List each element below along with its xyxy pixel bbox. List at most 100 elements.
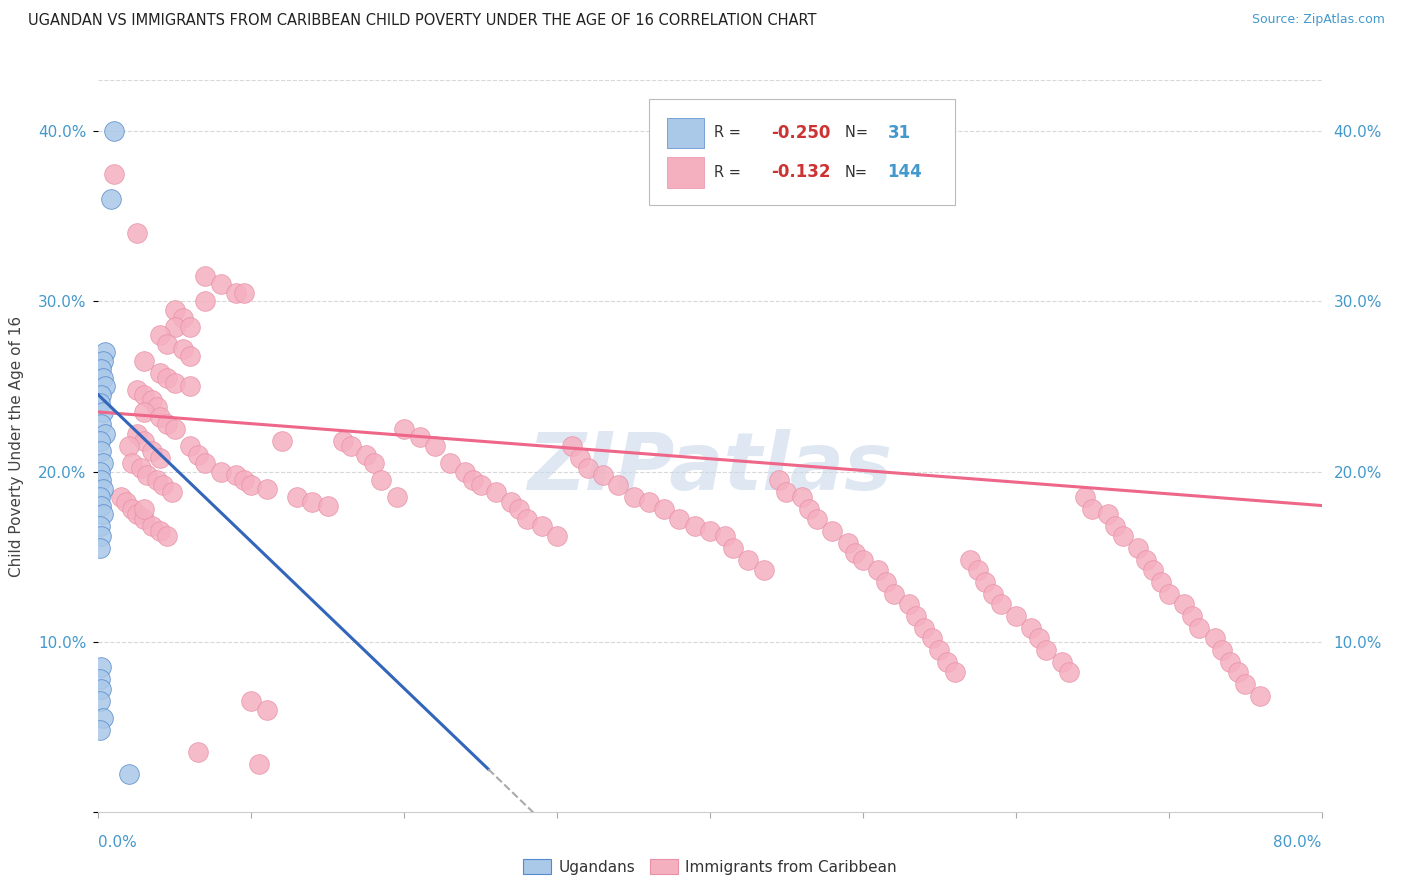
Point: [240, 694, 263, 708]
Point: [354, 448, 377, 462]
Point: [1181, 609, 1204, 624]
Point: [90, 529, 112, 543]
Point: [134, 405, 156, 419]
Point: [721, 541, 744, 555]
Point: [1142, 563, 1164, 577]
Point: [454, 465, 477, 479]
Point: [569, 450, 592, 465]
Point: [256, 703, 278, 717]
Point: [91, 711, 114, 725]
Point: [90, 499, 112, 513]
Point: [1150, 575, 1173, 590]
Point: [852, 553, 875, 567]
Point: [1104, 519, 1126, 533]
Point: [546, 529, 568, 543]
Point: [134, 354, 156, 368]
Point: [768, 473, 790, 487]
Point: [121, 502, 143, 516]
Point: [89, 672, 111, 686]
Text: -0.132: -0.132: [772, 163, 831, 181]
Point: [121, 456, 143, 470]
Point: [408, 430, 430, 444]
Point: [668, 512, 690, 526]
Point: [103, 167, 125, 181]
Text: ZIPatlas: ZIPatlas: [527, 429, 893, 507]
Point: [607, 478, 630, 492]
Point: [90, 660, 112, 674]
Point: [799, 502, 821, 516]
Point: [439, 456, 461, 470]
Point: [240, 478, 263, 492]
Point: [93, 345, 115, 359]
Point: [897, 597, 920, 611]
Point: [118, 439, 141, 453]
Point: [163, 422, 186, 436]
Point: [1135, 553, 1157, 567]
Point: [156, 529, 179, 543]
Point: [1188, 621, 1211, 635]
Point: [89, 541, 111, 555]
Point: [1157, 587, 1180, 601]
Point: [149, 450, 172, 465]
Point: [160, 484, 183, 499]
Point: [974, 575, 997, 590]
Point: [332, 434, 354, 448]
Point: [1226, 665, 1249, 680]
Point: [1219, 655, 1241, 669]
Point: [90, 417, 112, 431]
Text: -0.250: -0.250: [772, 124, 831, 142]
Point: [93, 427, 115, 442]
Point: [89, 490, 111, 504]
Point: [91, 482, 114, 496]
Point: [149, 524, 172, 538]
Point: [179, 379, 201, 393]
Point: [163, 302, 186, 317]
Point: [652, 502, 675, 516]
Point: [868, 563, 890, 577]
Point: [1173, 597, 1195, 611]
Point: [461, 473, 484, 487]
Point: [145, 473, 167, 487]
Point: [91, 371, 114, 385]
Point: [115, 495, 138, 509]
Point: [285, 490, 308, 504]
Point: [1004, 609, 1026, 624]
Point: [125, 383, 148, 397]
Point: [752, 563, 775, 577]
Point: [100, 192, 122, 206]
Point: [156, 371, 179, 385]
Text: R =: R =: [714, 126, 745, 140]
Point: [1249, 689, 1271, 703]
Point: [89, 396, 111, 410]
Text: R =: R =: [714, 165, 745, 180]
Point: [136, 467, 159, 482]
Point: [1204, 631, 1226, 645]
Point: [1128, 541, 1150, 555]
Point: [194, 456, 217, 470]
Point: [1019, 621, 1042, 635]
Point: [1097, 507, 1119, 521]
Text: 80.0%: 80.0%: [1274, 836, 1322, 850]
Point: [149, 410, 172, 425]
Point: [530, 519, 553, 533]
Point: [232, 285, 254, 300]
Point: [790, 490, 813, 504]
Point: [637, 495, 661, 509]
Point: [89, 519, 111, 533]
Point: [89, 434, 111, 448]
Point: [125, 227, 148, 241]
Point: [1059, 665, 1081, 680]
Point: [1035, 643, 1057, 657]
Point: [576, 461, 599, 475]
Point: [134, 502, 156, 516]
Y-axis label: Child Poverty Under the Age of 16: Child Poverty Under the Age of 16: [10, 316, 24, 576]
Point: [737, 553, 759, 567]
Point: [392, 422, 416, 436]
Point: [187, 745, 209, 759]
Point: [134, 434, 156, 448]
Point: [775, 484, 797, 499]
Point: [561, 439, 583, 453]
Point: [990, 597, 1012, 611]
Point: [91, 405, 114, 419]
Point: [1028, 631, 1050, 645]
